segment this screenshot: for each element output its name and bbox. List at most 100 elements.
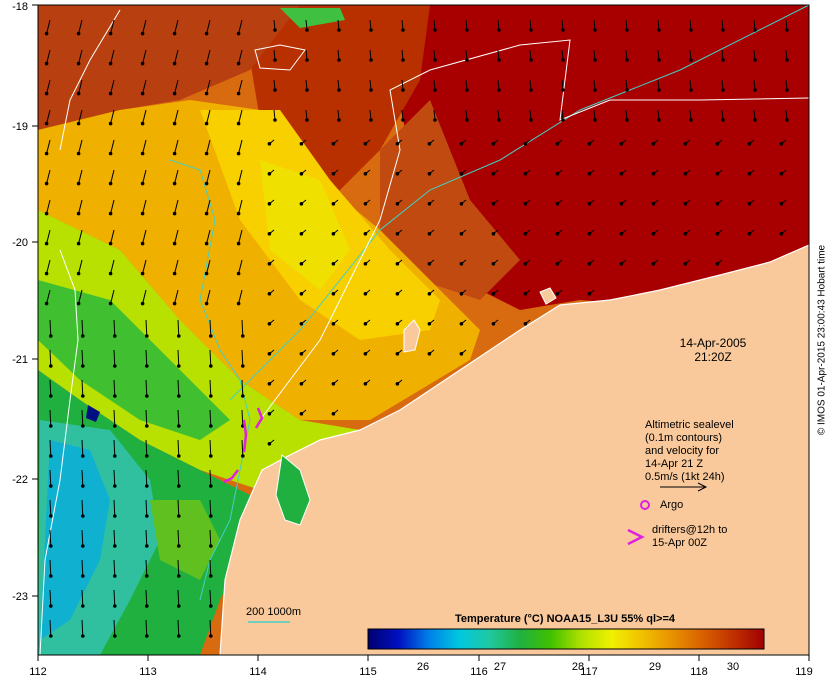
- velocity-arrow-head: [331, 292, 336, 296]
- velocity-arrow-head: [433, 88, 437, 92]
- velocity-arrow: [174, 109, 179, 124]
- velocity-arrow-head: [299, 202, 304, 206]
- velocity-arrow: [177, 559, 180, 577]
- velocity-arrow-head: [299, 142, 304, 146]
- argo-label: Argo: [660, 499, 683, 511]
- velocity-arrow: [206, 229, 211, 244]
- velocity-arrow-head: [76, 121, 81, 126]
- legend-line: and velocity for: [645, 445, 719, 457]
- velocity-arrow-head: [113, 544, 117, 548]
- legend-line: Altimetric sealevel: [645, 419, 734, 431]
- velocity-arrow-head: [331, 352, 336, 356]
- velocity-arrow: [174, 79, 179, 94]
- velocity-arrow-head: [657, 58, 661, 62]
- velocity-arrow-head: [44, 91, 49, 96]
- velocity-arrow-head: [172, 181, 177, 186]
- velocity-arrow-head: [401, 58, 405, 62]
- velocity-arrow-head: [177, 604, 181, 608]
- velocity-arrow-head: [529, 28, 533, 32]
- velocity-arrow-head: [267, 382, 272, 386]
- velocity-arrow: [78, 19, 83, 34]
- velocity-arrow-head: [81, 454, 85, 458]
- velocity-arrow: [113, 529, 116, 547]
- velocity-arrow: [142, 229, 147, 244]
- velocity-arrow-head: [715, 232, 720, 236]
- velocity-arrow-head: [491, 292, 496, 296]
- velocity-arrow-head: [108, 31, 113, 36]
- velocity-arrow-head: [172, 241, 177, 246]
- velocity-arrow-head: [625, 118, 629, 122]
- velocity-arrow-head: [172, 61, 177, 66]
- velocity-arrow-head: [241, 394, 245, 398]
- velocity-arrow-head: [108, 301, 113, 306]
- velocity-arrow-head: [140, 301, 145, 306]
- velocity-arrow-head: [753, 58, 757, 62]
- velocity-arrow-head: [140, 121, 145, 126]
- drifter-tracks: [223, 407, 264, 484]
- velocity-arrow-head: [779, 142, 784, 146]
- velocity-arrow: [49, 499, 52, 517]
- velocity-arrow-head: [44, 31, 49, 36]
- velocity-arrow-head: [49, 604, 53, 608]
- velocity-arrow-head: [753, 28, 757, 32]
- velocity-arrow-head: [177, 514, 181, 518]
- velocity-arrow: [174, 19, 179, 34]
- velocity-arrow-head: [625, 28, 629, 32]
- velocity-arrow: [110, 19, 115, 34]
- velocity-arrow-head: [305, 118, 309, 122]
- island: [539, 287, 557, 305]
- velocity-arrow-head: [241, 364, 245, 368]
- velocity-arrow: [110, 259, 115, 274]
- velocity-arrow-head: [299, 232, 304, 236]
- velocity-arrow-head: [44, 271, 49, 276]
- velocity-arrow: [49, 379, 52, 397]
- velocity-arrow: [209, 439, 212, 457]
- velocity-arrow-head: [267, 442, 272, 446]
- velocity-arrow: [113, 439, 116, 457]
- velocity-arrow-head: [395, 292, 400, 296]
- velocity-arrow-head: [204, 241, 209, 246]
- velocity-arrow: [174, 139, 179, 154]
- velocity-arrow-head: [459, 322, 464, 326]
- velocity-arrow-head: [779, 232, 784, 236]
- velocity-arrow: [209, 409, 212, 427]
- sst-field: [38, 5, 809, 655]
- velocity-arrow-head: [81, 484, 85, 488]
- velocity-arrow-head: [267, 202, 272, 206]
- velocity-arrow-head: [689, 28, 693, 32]
- velocity-arrow: [142, 19, 147, 34]
- velocity-arrow: [177, 349, 180, 367]
- velocity-arrow: [241, 439, 244, 457]
- velocity-arrow-head: [715, 172, 720, 176]
- lon-tick-label: 115: [359, 666, 377, 678]
- velocity-arrow-head: [113, 574, 117, 578]
- velocity-arrow-head: [427, 142, 432, 146]
- velocity-arrow-head: [331, 172, 336, 176]
- velocity-arrow-head: [113, 604, 117, 608]
- velocity-arrow-head: [529, 118, 533, 122]
- velocity-arrow-head: [785, 118, 789, 122]
- velocity-arrow-head: [395, 172, 400, 176]
- velocity-arrow: [238, 289, 243, 304]
- velocity-arrow-head: [683, 172, 688, 176]
- velocity-arrow-head: [140, 61, 145, 66]
- velocity-arrow-head: [81, 334, 85, 338]
- lat-tick-label: -23: [12, 591, 28, 603]
- velocity-arrow-head: [273, 58, 277, 62]
- velocity-arrow-head: [236, 151, 241, 156]
- velocity-arrow: [177, 589, 180, 607]
- lat-tick-label: -18: [12, 1, 28, 13]
- velocity-arrow-head: [459, 142, 464, 146]
- velocity-arrow-head: [49, 514, 53, 518]
- legend-line: (0.1m contours): [645, 432, 722, 444]
- velocity-arrow-head: [715, 262, 720, 266]
- velocity-arrow: [206, 79, 211, 94]
- velocity-arrow-head: [593, 118, 597, 122]
- velocity-arrow-head: [81, 604, 85, 608]
- velocity-arrow: [238, 229, 243, 244]
- velocity-arrow: [81, 619, 84, 637]
- velocity-arrow-head: [427, 292, 432, 296]
- velocity-arrow-head: [395, 142, 400, 146]
- velocity-arrow-head: [721, 88, 725, 92]
